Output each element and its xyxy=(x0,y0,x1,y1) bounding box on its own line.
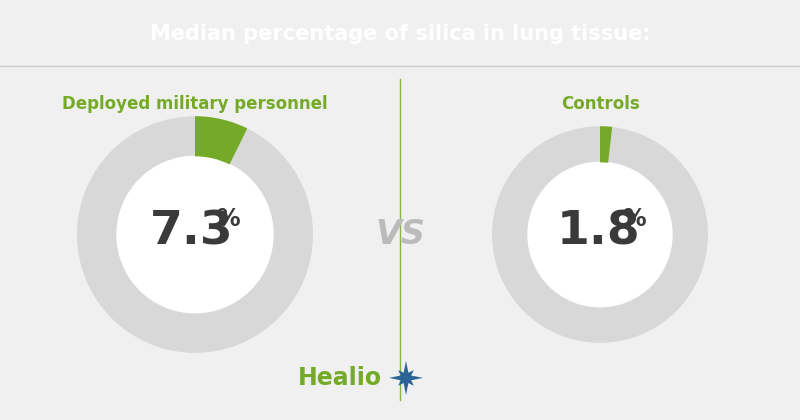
Text: %: % xyxy=(216,207,240,231)
Polygon shape xyxy=(398,370,414,386)
Text: %: % xyxy=(622,207,646,231)
Text: Controls: Controls xyxy=(561,95,639,113)
Text: Healio: Healio xyxy=(298,366,382,390)
Text: VS: VS xyxy=(375,218,425,251)
Circle shape xyxy=(117,156,273,313)
Polygon shape xyxy=(389,361,423,395)
Text: 7.3: 7.3 xyxy=(150,209,234,254)
Text: 1.8: 1.8 xyxy=(556,209,640,254)
Polygon shape xyxy=(395,367,417,389)
Circle shape xyxy=(528,163,672,307)
Wedge shape xyxy=(600,126,612,163)
Wedge shape xyxy=(195,116,247,164)
Wedge shape xyxy=(77,116,313,353)
Text: Deployed military personnel: Deployed military personnel xyxy=(62,95,328,113)
Wedge shape xyxy=(492,126,708,343)
Text: Median percentage of silica in lung tissue:: Median percentage of silica in lung tiss… xyxy=(150,24,650,44)
